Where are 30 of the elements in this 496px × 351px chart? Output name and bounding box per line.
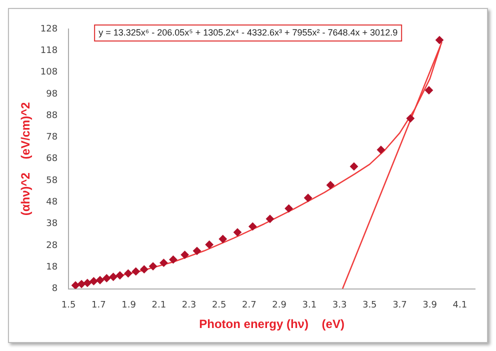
y-tick-label: 58 [46, 176, 58, 186]
y-tick-label: 28 [46, 240, 58, 251]
x-tick-label: 2.3 [182, 300, 196, 311]
y-tick-label: 48 [46, 198, 58, 208]
x-tick-label: 2.9 [272, 300, 287, 311]
x-tick-label: 2.7 [242, 300, 256, 311]
x-tick-label: 3.9 [422, 300, 438, 311]
x-tick-label: 2.1 [152, 300, 166, 311]
y-tick-label: 108 [40, 68, 58, 78]
x-tick-label: 3.7 [392, 300, 407, 311]
y-tick-label: 88 [46, 110, 58, 121]
x-tick-label: 4.1 [452, 300, 468, 311]
y-tick-label: 98 [46, 89, 58, 100]
x-tick-label: 1.7 [92, 300, 106, 311]
y-tick-label: 38 [46, 219, 58, 230]
y-tick-label: 18 [46, 262, 58, 272]
annotation: y = 13.325x⁶ - 206.05x⁵ + 1305.2x⁴ - 4332.6x³ + 7955x² - 7648.4x + 3012.9 [98, 27, 398, 38]
x-tick-label: 1.5 [61, 300, 76, 311]
x-tick-label: 3.5 [362, 300, 377, 311]
x-tick-label: 3.3 [332, 300, 347, 311]
x-tick-label: 2.5 [212, 300, 226, 311]
y-axis-title: (αhν)^2 (eV/cm)^2 [18, 102, 33, 216]
x-tick-label: 1.9 [122, 300, 136, 311]
x-tick-label: 3.1 [302, 300, 317, 311]
y-tick-label: 118 [40, 46, 58, 56]
y-tick-label: 128 [40, 24, 58, 34]
y-tick-label: 8 [52, 284, 58, 294]
y-tick-label: 68 [46, 154, 58, 164]
y-tick-label: 78 [46, 132, 58, 143]
x-axis-title: Photon energy (hν) (eV) [199, 317, 344, 332]
